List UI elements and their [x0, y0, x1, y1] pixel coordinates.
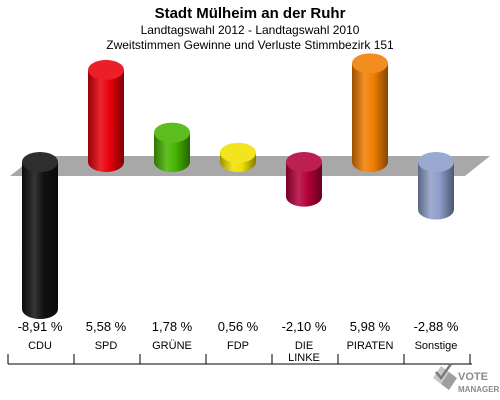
bar-cap: [220, 142, 256, 163]
chart-title: Stadt Mülheim an der Ruhr: [155, 5, 346, 22]
value-label: -8,91 %: [18, 319, 63, 334]
value-label: -2,88 %: [414, 319, 459, 334]
bar-fdp: [220, 142, 256, 172]
logo-text-vote: VOTE: [458, 371, 488, 383]
category-label: LINKE: [288, 352, 320, 364]
bar-cap: [352, 53, 388, 74]
vote-manager-logo: VOTE MANAGER: [433, 363, 500, 394]
category-label: Sonstige: [415, 340, 458, 352]
bar-cap: [88, 59, 124, 80]
chart-subtitle-1: Landtagswahl 2012 - Landtagswahl 2010: [141, 23, 360, 37]
category-label: CDU: [28, 340, 52, 352]
bar-die-linke: [286, 152, 322, 207]
category-label: GRÜNE: [152, 340, 192, 352]
value-label: 0,56 %: [218, 319, 259, 334]
bar-body: [154, 132, 190, 172]
bar-spd: [88, 59, 124, 172]
bar-body: [88, 69, 124, 172]
bar-cap: [286, 152, 322, 172]
bar-piraten: [352, 53, 388, 172]
logo-text-manager: MANAGER: [458, 385, 500, 394]
bar-body: [352, 63, 388, 172]
category-label: FDP: [227, 340, 249, 352]
value-label: 5,98 %: [350, 319, 391, 334]
bar-cdu: [22, 152, 58, 320]
category-label: SPD: [95, 340, 118, 352]
bars: [22, 53, 455, 320]
bar-body: [22, 162, 58, 320]
bar-cap: [418, 152, 454, 172]
category-label: DIE: [295, 340, 313, 352]
bar-cap: [154, 122, 190, 143]
bar-body: [286, 162, 322, 207]
bar-grüne: [154, 122, 190, 172]
bar-cap: [22, 152, 58, 172]
value-label: 5,58 %: [86, 319, 127, 334]
bar-body: [418, 162, 455, 220]
category-label: PIRATEN: [347, 340, 394, 352]
chart-subtitle-2: Zweitstimmen Gewinne und Verluste Stimmb…: [106, 38, 394, 52]
value-labels: -8,91 % 5,58 % 1,78 % 0,56 % -2,10 % 5,98 % -2…: [18, 319, 459, 334]
logo-mark-icon: [433, 363, 457, 390]
value-label: -2,10 %: [282, 319, 327, 334]
bar-sonstige: [418, 152, 455, 220]
value-label: 1,78 %: [152, 319, 193, 334]
